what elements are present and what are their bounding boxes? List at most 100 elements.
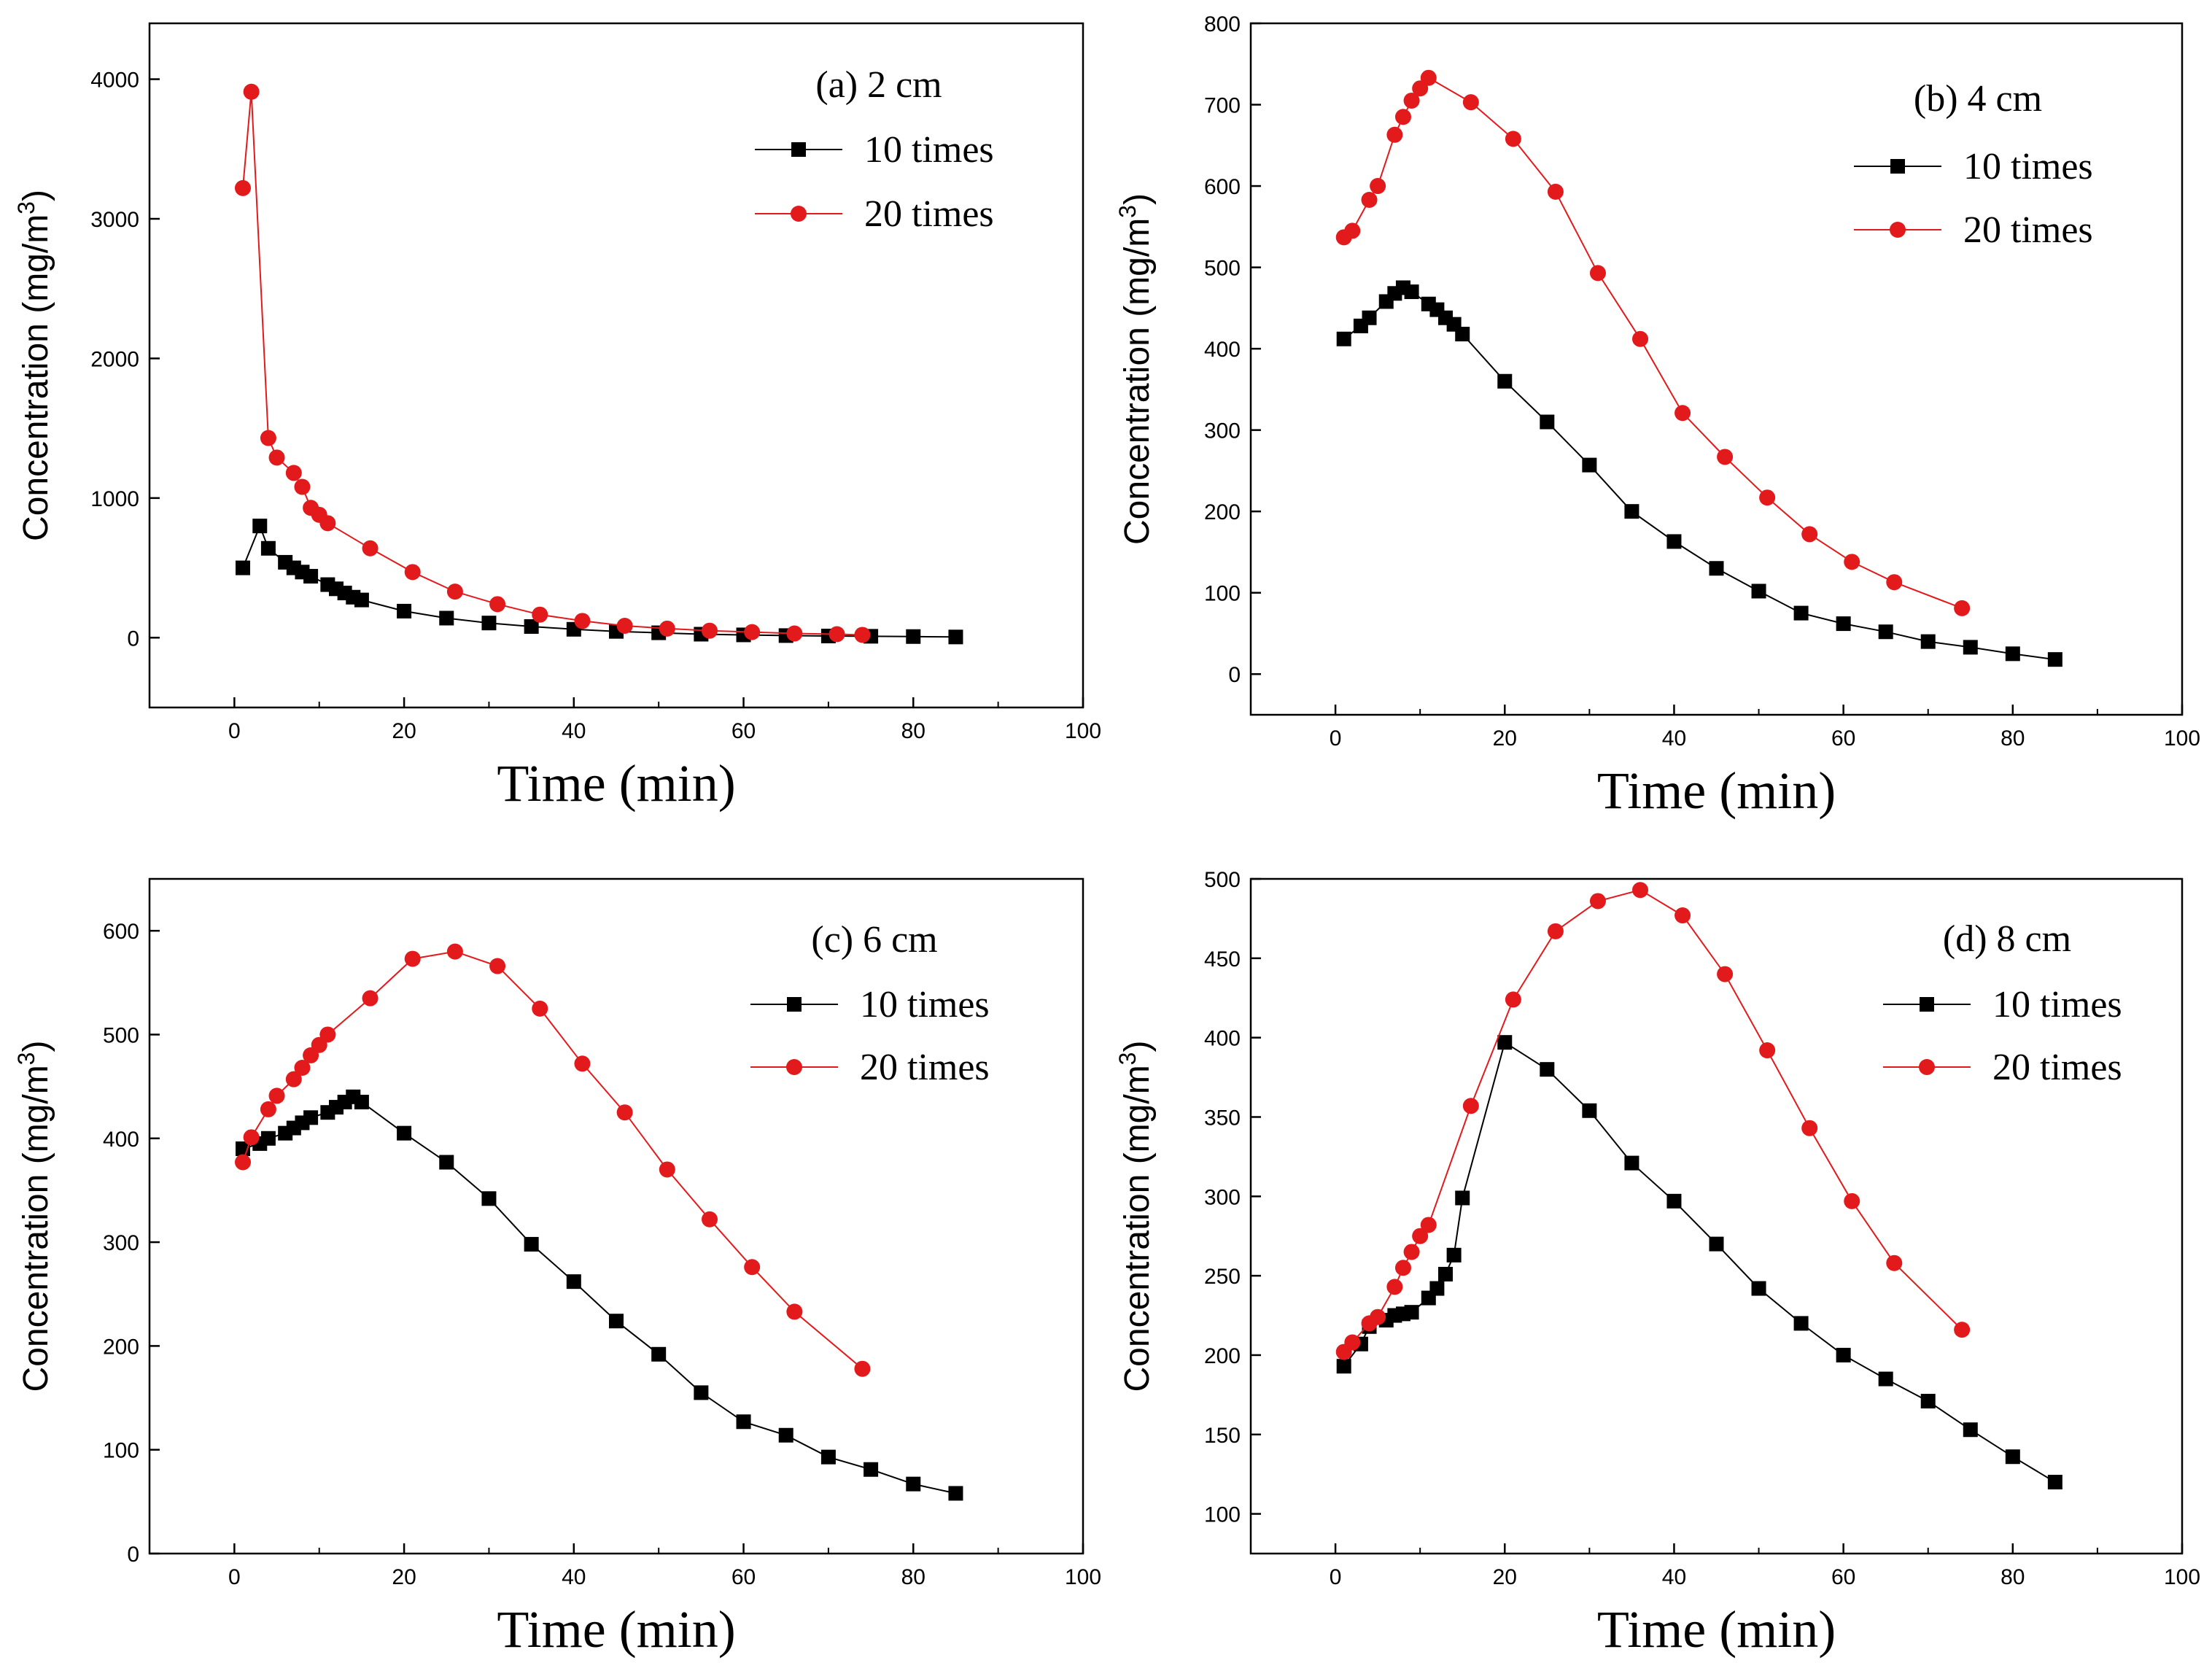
- data-point-20-times: [1505, 131, 1521, 147]
- data-point-20-times: [489, 596, 506, 613]
- data-point-10-times: [1878, 1371, 1893, 1387]
- data-point-10-times: [260, 540, 276, 556]
- data-point-10-times: [1709, 1236, 1724, 1252]
- y-tick-label: 300: [1204, 1185, 1241, 1209]
- series-line-10-times: [242, 524, 956, 638]
- data-point-20-times: [268, 449, 285, 466]
- data-point-20-times: [1547, 183, 1564, 200]
- data-point-20-times: [1844, 1193, 1860, 1209]
- data-point-20-times: [1394, 1260, 1411, 1276]
- data-point-20-times: [1462, 1098, 1479, 1114]
- data-point-10-times: [2005, 646, 2020, 662]
- data-point-20-times: [1386, 1279, 1403, 1295]
- y-tick-label: 4000: [90, 69, 139, 93]
- data-point-10-times: [1540, 414, 1555, 430]
- y-tick-label: 300: [103, 1231, 139, 1255]
- data-point-20-times: [828, 626, 845, 643]
- data-point-10-times: [1455, 327, 1470, 342]
- legend-label: 20 times: [864, 193, 994, 235]
- data-point-20-times: [1589, 265, 1606, 282]
- y-tick-label: 700: [1204, 94, 1241, 118]
- x-tick-label: 40: [562, 719, 586, 743]
- legend-marker-circle: [791, 206, 807, 222]
- data-point-20-times: [1386, 126, 1403, 143]
- plot-frame: [1249, 22, 2184, 716]
- data-point-20-times: [319, 1026, 336, 1043]
- data-point-20-times: [489, 958, 506, 974]
- data-point-10-times: [354, 1094, 369, 1109]
- legend-label: 10 times: [1992, 984, 2122, 1025]
- data-point-10-times: [1362, 310, 1377, 325]
- y-tick-label: 0: [127, 627, 139, 651]
- data-point-20-times: [1505, 991, 1521, 1008]
- data-point-10-times: [524, 619, 539, 634]
- x-tick-label: 60: [731, 1565, 756, 1589]
- plot-frame: [1249, 877, 2184, 1555]
- data-point-20-times: [1412, 1228, 1429, 1244]
- data-point-20-times: [1886, 574, 1903, 591]
- series-line-20-times: [242, 91, 863, 636]
- data-point-10-times: [1336, 331, 1351, 346]
- data-point-20-times: [1344, 1334, 1361, 1351]
- x-tick-label: 40: [1662, 1565, 1686, 1589]
- data-point-10-times: [303, 1110, 319, 1125]
- y-tick-label: 300: [1204, 419, 1241, 443]
- data-point-10-times: [354, 592, 369, 608]
- x-tick-label: 60: [731, 719, 756, 743]
- x-tick-label: 40: [1662, 726, 1686, 751]
- data-point-10-times: [1751, 1281, 1766, 1296]
- x-tick-label: 100: [2164, 1565, 2200, 1589]
- x-tick-label: 0: [1330, 1565, 1342, 1589]
- x-tick-label: 80: [2000, 726, 2025, 751]
- data-point-10-times: [948, 1486, 963, 1501]
- y-tick-label: 150: [1204, 1424, 1241, 1448]
- data-point-10-times: [1429, 1281, 1445, 1296]
- data-point-20-times: [1547, 923, 1564, 939]
- data-point-10-times: [1455, 1190, 1470, 1206]
- data-point-20-times: [446, 583, 463, 600]
- data-point-20-times: [1632, 330, 1649, 347]
- data-point-20-times: [1403, 92, 1420, 109]
- data-point-20-times: [532, 606, 548, 623]
- data-point-10-times: [1709, 561, 1724, 576]
- data-point-20-times: [404, 564, 421, 581]
- series-line-20-times: [1343, 77, 1963, 609]
- data-point-10-times: [566, 1274, 581, 1290]
- x-tick-label: 20: [1493, 726, 1517, 751]
- data-point-10-times: [1582, 457, 1597, 473]
- legend-label: 10 times: [860, 984, 990, 1025]
- plot-frame: [148, 877, 1084, 1555]
- y-axis-label: Concentration (mg/m3): [1114, 193, 1157, 545]
- data-point-20-times: [744, 1259, 761, 1276]
- data-point-10-times: [1497, 1035, 1513, 1050]
- data-point-10-times: [1963, 640, 1978, 655]
- y-tick-label: 200: [103, 1335, 139, 1359]
- legend-marker-circle: [1919, 1059, 1935, 1075]
- x-tick-label: 60: [1831, 726, 1855, 751]
- data-point-20-times: [404, 950, 421, 967]
- x-tick-label: 20: [392, 719, 416, 743]
- data-point-20-times: [1344, 222, 1361, 239]
- data-point-10-times: [397, 603, 412, 619]
- data-point-20-times: [1370, 1308, 1386, 1325]
- data-point-10-times: [481, 1191, 497, 1206]
- data-point-20-times: [702, 622, 718, 639]
- chart-panel-3: 0 20 40 60 80 100 0 100 200 300 400 500 600 Time (min…: [13, 877, 1101, 1659]
- data-point-10-times: [236, 560, 250, 575]
- y-axis-label: Concentration (mg/m3): [13, 1041, 55, 1392]
- data-point-20-times: [702, 1211, 718, 1228]
- x-tick-label: 0: [228, 719, 241, 743]
- data-point-20-times: [1370, 178, 1386, 195]
- data-point-20-times: [294, 478, 311, 495]
- data-point-20-times: [1759, 489, 1776, 506]
- x-tick-label: 0: [1330, 726, 1342, 751]
- x-tick-label: 100: [1065, 719, 1101, 743]
- data-point-10-times: [1404, 1305, 1419, 1320]
- legend-marker-square: [787, 997, 802, 1012]
- x-axis-label: Time (min): [1597, 1600, 1836, 1659]
- data-point-20-times: [446, 943, 463, 960]
- data-point-10-times: [948, 629, 963, 645]
- data-point-10-times: [1438, 1266, 1454, 1281]
- y-tick-label: 200: [1204, 1344, 1241, 1368]
